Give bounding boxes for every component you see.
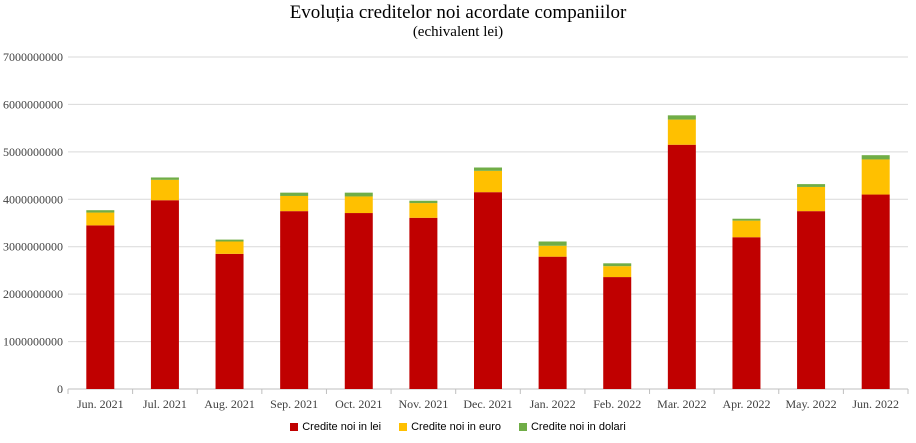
- bar-lei-7: [538, 256, 567, 389]
- legend-label-lei: Credite noi in lei: [302, 421, 382, 433]
- chart-subtitle: (echivalent lei): [412, 24, 504, 40]
- legend-item-dolari: Credite noi in dolari: [518, 421, 626, 433]
- x-tick-label: Jan. 2022: [530, 397, 576, 411]
- bar-euro-8: [603, 266, 632, 278]
- bar-euro-7: [538, 245, 567, 257]
- y-tick-label: 0: [57, 382, 63, 396]
- bar-dolari-11: [797, 184, 826, 187]
- x-axis-ticks: Jun. 2021 Jul. 2021 Aug. 2021 Sep. 2021 Oct.…: [67, 389, 909, 411]
- bar-euro-2: [215, 241, 244, 254]
- bars: [86, 115, 890, 389]
- x-tick-label: Aug. 2021: [204, 397, 255, 411]
- bar-euro-6: [474, 170, 502, 193]
- bar-lei-3: [280, 211, 309, 389]
- y-tick-label: 1000000000: [3, 335, 63, 349]
- bar-euro-3: [280, 195, 309, 212]
- x-tick-label: Feb. 2022: [593, 397, 641, 411]
- x-tick-label: Apr. 2022: [722, 397, 770, 411]
- chart-title: Evoluția creditelor noi acordate compani…: [289, 2, 627, 23]
- bar-euro-0: [86, 212, 115, 226]
- bar-lei-1: [150, 200, 179, 389]
- bar-lei-12: [861, 194, 890, 389]
- x-tick-label: Oct. 2021: [335, 397, 382, 411]
- x-tick-label: Mar. 2022: [657, 397, 706, 411]
- x-tick-label: Jun. 2022: [852, 397, 899, 411]
- bar-dolari-1: [150, 177, 179, 180]
- legend-swatch-lei: [290, 423, 299, 431]
- legend: Credite noi in lei Credite noi in euro C…: [0, 421, 916, 433]
- x-tick-label: Nov. 2021: [398, 397, 448, 411]
- x-tick-label: Sep. 2021: [270, 397, 318, 411]
- y-tick-label: 2000000000: [3, 287, 63, 301]
- bar-euro-12: [861, 159, 890, 195]
- bar-lei-8: [603, 277, 632, 389]
- bar-lei-5: [409, 217, 438, 389]
- bar-lei-4: [344, 213, 373, 389]
- x-tick-label: Jun. 2021: [77, 397, 124, 411]
- legend-item-euro: Credite noi in euro: [399, 421, 501, 433]
- gridlines: [68, 56, 908, 390]
- legend-item-lei: Credite noi in lei: [290, 421, 381, 433]
- legend-swatch-dolari: [518, 423, 527, 431]
- legend-swatch-euro: [399, 423, 408, 431]
- bar-dolari-12: [861, 155, 890, 160]
- x-tick-label: Jul. 2021: [143, 397, 187, 411]
- legend-label-dolari: Credite noi in dolari: [530, 421, 626, 433]
- bar-dolari-10: [732, 218, 761, 221]
- y-tick-label: 7000000000: [3, 50, 63, 64]
- y-axis-ticks: 0 1000000000 2000000000 3000000000 400000000…: [3, 50, 63, 396]
- bar-euro-10: [732, 220, 761, 238]
- x-tick-label: May. 2022: [785, 397, 836, 411]
- bar-dolari-8: [603, 263, 632, 267]
- bar-lei-11: [797, 211, 826, 389]
- bar-dolari-3: [280, 192, 309, 196]
- bar-euro-11: [797, 186, 826, 212]
- bar-lei-10: [732, 237, 761, 389]
- bar-lei-0: [86, 225, 115, 389]
- bar-dolari-0: [86, 210, 115, 213]
- bar-lei-6: [474, 192, 502, 389]
- y-tick-label: 3000000000: [3, 240, 63, 254]
- bar-dolari-6: [474, 167, 502, 171]
- y-tick-label: 6000000000: [3, 97, 63, 111]
- bar-euro-5: [409, 203, 438, 218]
- bar-dolari-5: [409, 200, 438, 204]
- bar-dolari-7: [538, 241, 567, 246]
- bar-lei-9: [667, 144, 696, 389]
- bar-dolari-2: [215, 239, 244, 242]
- bar-lei-2: [215, 253, 244, 389]
- bar-euro-1: [150, 179, 179, 201]
- bar-dolari-9: [667, 115, 696, 120]
- bar-euro-4: [344, 196, 373, 214]
- y-tick-label: 4000000000: [3, 192, 63, 206]
- x-tick-label: Dec. 2021: [463, 397, 512, 411]
- y-tick-label: 5000000000: [3, 145, 63, 159]
- legend-label-euro: Credite noi in euro: [411, 421, 501, 433]
- bar-dolari-4: [344, 192, 373, 197]
- bar-euro-9: [667, 119, 696, 145]
